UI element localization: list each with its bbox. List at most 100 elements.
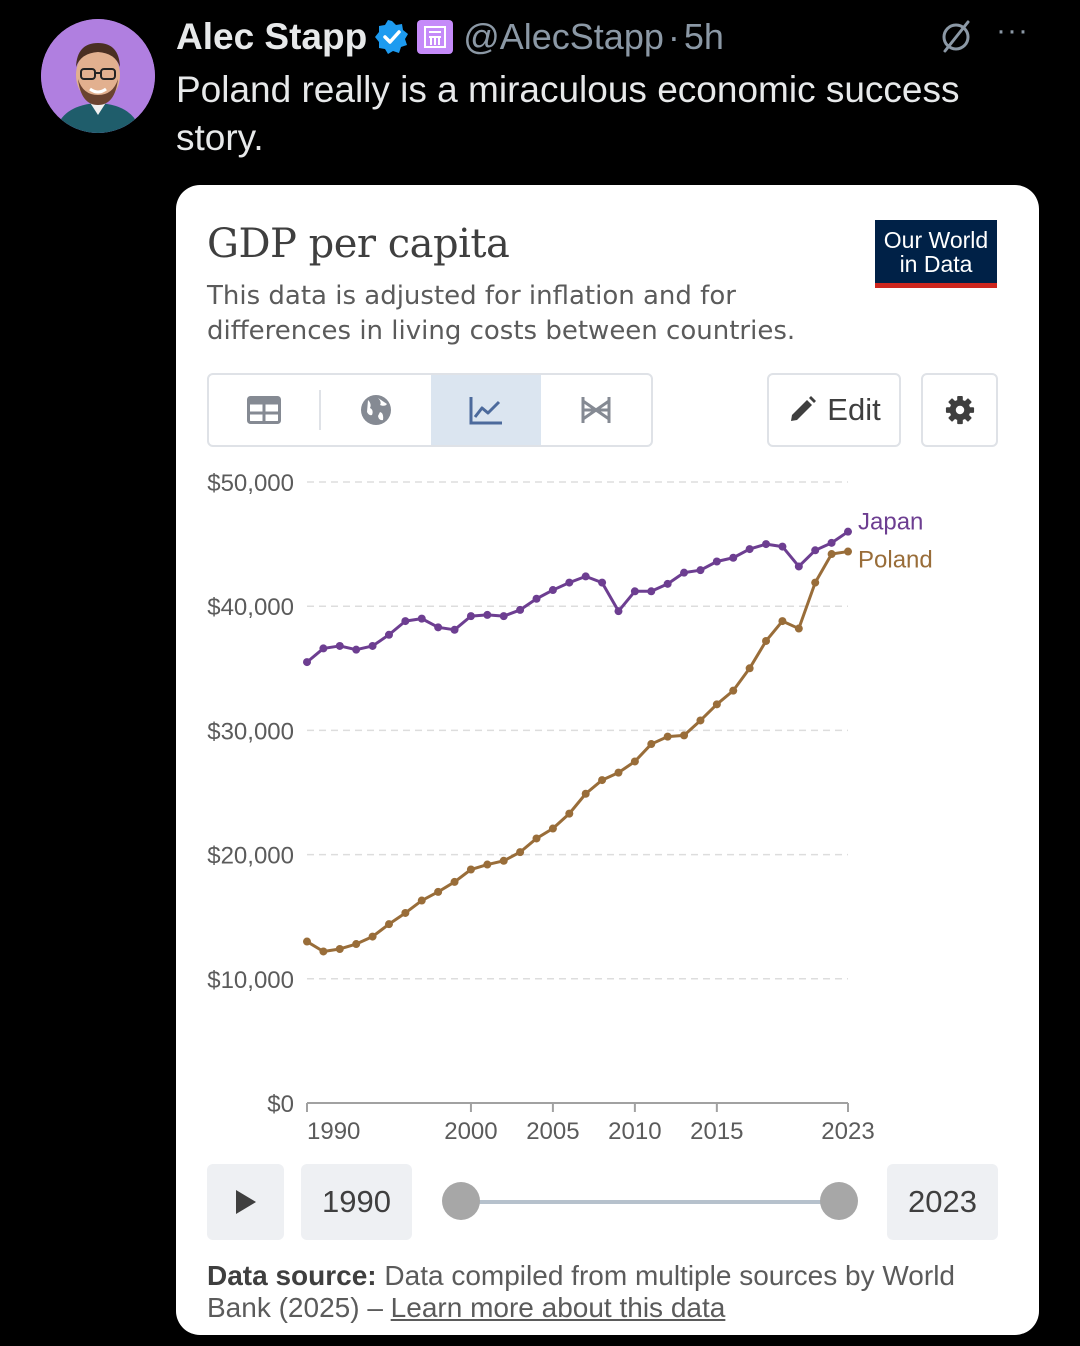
end-year-box[interactable]: 2023 — [887, 1164, 998, 1240]
data-point-poland — [827, 550, 836, 559]
grok-icon[interactable] — [936, 16, 976, 56]
x-tick-label: 2005 — [526, 1118, 579, 1145]
data-point-poland — [712, 700, 721, 709]
data-source: Data source: Data compiled from multiple… — [207, 1260, 1007, 1324]
data-point-japan — [712, 557, 721, 566]
data-point-poland — [483, 860, 492, 869]
data-point-poland — [319, 947, 328, 956]
data-point-japan — [368, 641, 377, 650]
source-text: Data compiled from multiple sources by W… — [207, 1260, 955, 1323]
data-point-poland — [647, 740, 656, 749]
edit-label: Edit — [827, 392, 881, 427]
timeline-start-handle[interactable] — [442, 1182, 480, 1220]
learn-more-link[interactable]: Learn more about this data — [390, 1292, 726, 1323]
x-tick-label: 2010 — [608, 1118, 661, 1145]
affiliate-badge-icon[interactable] — [417, 20, 454, 54]
data-point-japan — [844, 527, 852, 536]
data-point-poland — [368, 932, 377, 941]
data-point-japan — [499, 612, 508, 621]
y-tick-label: $50,000 — [207, 470, 294, 497]
data-point-japan — [352, 645, 361, 654]
slope-chart-icon — [581, 397, 611, 423]
data-point-japan — [450, 625, 459, 634]
data-point-japan — [745, 545, 754, 554]
data-point-poland — [303, 937, 311, 946]
series-line-japan — [306, 530, 849, 664]
x-tick-label: 2015 — [690, 1118, 743, 1145]
logo-line-1: Our World — [883, 227, 989, 253]
tab-line-chart[interactable] — [431, 375, 541, 445]
data-point-japan — [729, 553, 738, 562]
author-avatar[interactable] — [41, 19, 155, 133]
data-point-japan — [630, 587, 639, 596]
data-point-poland — [811, 578, 820, 587]
data-point-poland — [417, 896, 426, 905]
chart-subtitle: This data is adjusted for inflation and … — [207, 281, 796, 346]
data-point-japan — [762, 540, 771, 549]
data-point-japan — [663, 579, 672, 588]
data-point-japan — [303, 658, 311, 667]
x-tick-label: 1990 — [307, 1118, 360, 1145]
data-point-japan — [335, 641, 344, 650]
tab-slope-chart[interactable] — [541, 375, 651, 445]
settings-button[interactable] — [921, 373, 998, 447]
data-point-japan — [827, 538, 836, 547]
chart-view-tabs — [207, 373, 653, 447]
series-line-poland — [306, 550, 849, 953]
data-point-japan — [565, 578, 574, 587]
data-point-poland — [384, 920, 393, 929]
tweet-timestamp[interactable]: 5h — [683, 16, 724, 57]
start-year-box[interactable]: 1990 — [301, 1164, 412, 1240]
data-point-poland — [434, 887, 443, 896]
tab-table[interactable] — [209, 375, 319, 445]
data-point-japan — [384, 630, 393, 639]
author-name[interactable]: Alec Stapp — [176, 16, 368, 57]
data-point-poland — [630, 757, 639, 766]
tweet-header: Alec Stapp @AlecStapp · 5h ··· — [176, 14, 1060, 60]
series-label-japan: Japan — [858, 509, 923, 536]
data-point-poland — [680, 731, 689, 740]
data-point-japan — [401, 617, 410, 626]
pencil-icon — [791, 396, 817, 421]
author-handle[interactable]: @AlecStapp — [463, 16, 664, 57]
data-point-japan — [417, 614, 426, 623]
table-icon — [247, 396, 281, 424]
verified-badge-icon — [375, 20, 409, 54]
data-point-poland — [778, 617, 787, 626]
tweet-text: Poland really is a miraculous economic s… — [176, 69, 960, 158]
data-point-japan — [778, 542, 787, 551]
data-point-japan — [434, 623, 443, 632]
data-point-japan — [614, 607, 623, 616]
tab-map[interactable] — [321, 375, 431, 445]
y-tick-label: $10,000 — [207, 967, 294, 994]
chart-card[interactable]: GDP per capita This data is adjusted for… — [176, 185, 1039, 1335]
data-point-poland — [581, 789, 590, 798]
data-point-poland — [565, 809, 574, 818]
data-point-japan — [598, 578, 607, 587]
data-point-japan — [680, 568, 689, 577]
data-point-japan — [794, 562, 803, 571]
x-tick-label: 2000 — [444, 1118, 497, 1145]
timeline-slider-track[interactable] — [471, 1200, 841, 1204]
y-tick-label: $20,000 — [207, 843, 294, 870]
edit-button[interactable]: Edit — [767, 373, 901, 447]
gdp-line-chart[interactable]: $0 $10,000 $20,000 $30,000 $40,000 $50,000 199… — [176, 185, 1039, 1335]
owid-logo[interactable]: Our World in Data — [875, 220, 997, 288]
series-label-poland: Poland — [858, 547, 933, 574]
data-point-poland — [516, 848, 525, 857]
more-options-icon[interactable]: ··· — [996, 14, 1029, 47]
data-point-japan — [319, 644, 328, 653]
data-point-poland — [401, 908, 410, 917]
timeline-end-handle[interactable] — [820, 1182, 858, 1220]
data-point-japan — [548, 586, 557, 595]
data-point-poland — [762, 636, 771, 645]
y-tick-label: $0 — [267, 1091, 294, 1118]
play-button[interactable] — [207, 1164, 284, 1240]
data-point-poland — [532, 834, 541, 843]
data-point-poland — [352, 940, 361, 949]
y-tick-label: $40,000 — [207, 594, 294, 621]
data-point-japan — [483, 610, 492, 619]
data-point-poland — [466, 865, 475, 874]
data-point-poland — [844, 547, 852, 556]
data-point-japan — [516, 605, 525, 614]
